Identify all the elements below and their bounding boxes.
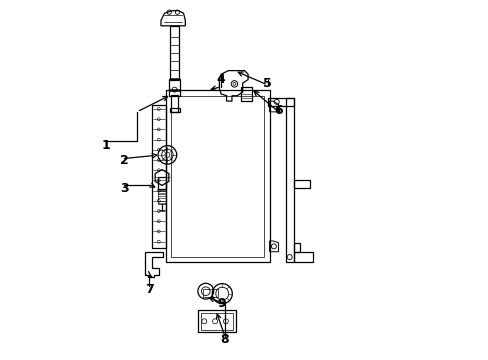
Text: 7: 7 [145, 283, 154, 296]
Text: 1: 1 [102, 139, 111, 152]
Bar [171, 95, 178, 112]
Text: 4: 4 [216, 73, 225, 86]
Text: 5: 5 [263, 77, 272, 90]
Text: 8: 8 [220, 333, 228, 346]
Text: 2: 2 [120, 154, 128, 167]
Text: 3: 3 [120, 183, 128, 195]
Bar [293, 243, 300, 252]
Bar [241, 87, 251, 101]
Bar [293, 252, 313, 262]
Bar [152, 105, 165, 248]
Bar [267, 98, 293, 107]
Text: 6: 6 [274, 104, 282, 117]
Bar [285, 98, 293, 262]
Bar [158, 177, 165, 189]
Bar [165, 90, 269, 262]
Bar [168, 78, 180, 96]
Bar [203, 289, 217, 297]
Bar [201, 313, 232, 329]
Bar [293, 180, 309, 188]
Bar [158, 189, 165, 204]
Bar [198, 310, 235, 332]
Text: 9: 9 [217, 297, 225, 310]
Bar [170, 26, 179, 80]
Bar [171, 96, 264, 257]
